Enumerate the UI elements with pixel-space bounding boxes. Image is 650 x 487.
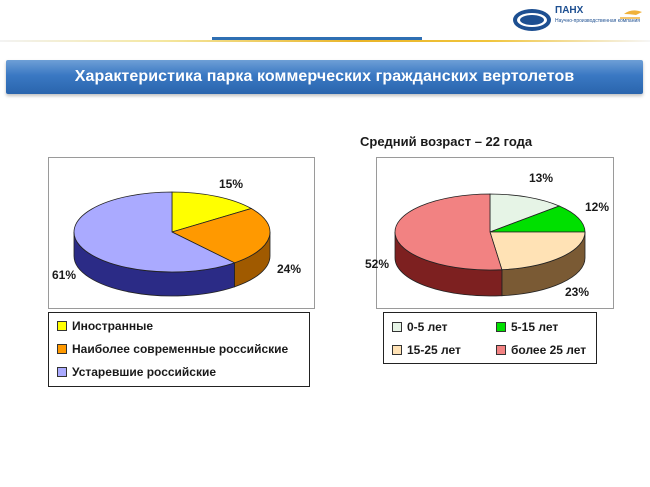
chart-1-legend-swatch-3 <box>496 345 506 355</box>
chart-0-slice-0 <box>171 191 253 233</box>
chart-1-data-label-2: 23% <box>565 285 590 299</box>
chart-1-legend-swatch-1 <box>496 322 506 332</box>
chart-0-data-label-0: 15% <box>219 177 244 191</box>
chart-1-legend-item-2: 15-25 лет <box>392 343 461 357</box>
chart-right-title: Средний возраст – 22 года <box>360 134 533 149</box>
logo-name: ПАНХ <box>555 5 584 16</box>
chart-0-legend-label-2: Устаревшие российские <box>72 365 217 379</box>
chart-1-slice-3 <box>394 193 503 271</box>
company-logo <box>512 4 646 36</box>
chart-0-slice-1 <box>170 208 271 264</box>
chart-0-data-label-1: 24% <box>277 262 302 276</box>
chart-1-legend-label-2: 15-25 лет <box>407 343 461 357</box>
chart-1-legend-item-3: более 25 лет <box>496 343 586 357</box>
slide-title-bar: Характеристика парка коммерческих гражда… <box>6 60 643 94</box>
logo-emblem-icon <box>513 9 642 31</box>
header-divider <box>0 40 650 42</box>
chart-0-legend-item-0: Иностранные <box>57 319 153 333</box>
chart-1-legend-item-0: 0-5 лет <box>392 320 448 334</box>
chart-1-legend-item-1: 5-15 лет <box>496 320 558 334</box>
chart-0-legend-item-2: Устаревшие российские <box>57 365 216 379</box>
chart-0-legend-swatch-2 <box>57 367 67 377</box>
chart-0-legend-item-1: Наиболее современные российские <box>57 342 288 356</box>
logo-subtitle: Научно-производственная компания <box>555 18 640 24</box>
chart-1-legend-label-1: 5-15 лет <box>511 320 559 334</box>
chart-1-slice-0 <box>489 193 561 233</box>
chart-1-legend-swatch-2 <box>392 345 402 355</box>
chart-0-legend-label-0: Иностранные <box>72 319 154 333</box>
chart-0-legend-swatch-1 <box>57 344 67 354</box>
chart-1-data-label-0: 13% <box>529 171 554 185</box>
slide-title: Характеристика парка коммерческих гражда… <box>74 68 575 85</box>
chart-1-slice-2 <box>489 231 586 271</box>
chart-1-data-label-1: 12% <box>585 200 610 214</box>
chart-1-data-label-3: 52% <box>365 257 390 271</box>
chart-1-legend-label-3: более 25 лет <box>511 343 587 357</box>
chart-0-slice-2 <box>73 191 236 273</box>
chart-left-legend: Иностранные Наиболее современные российск… <box>48 312 310 387</box>
chart-0-data-label-2: 61% <box>52 268 77 282</box>
chart-0-legend-label-1: Наиболее современные российские <box>72 342 289 356</box>
chart-right-legend: 0-5 лет 5-15 лет 15-25 лет более 25 лет <box>383 312 597 364</box>
chart-1-legend-label-0: 0-5 лет <box>407 320 448 334</box>
chart-0-legend-swatch-0 <box>57 321 67 331</box>
header-divider-accent <box>212 37 422 40</box>
chart-1-slice-1 <box>489 205 586 233</box>
chart-1-legend-swatch-0 <box>392 322 402 332</box>
